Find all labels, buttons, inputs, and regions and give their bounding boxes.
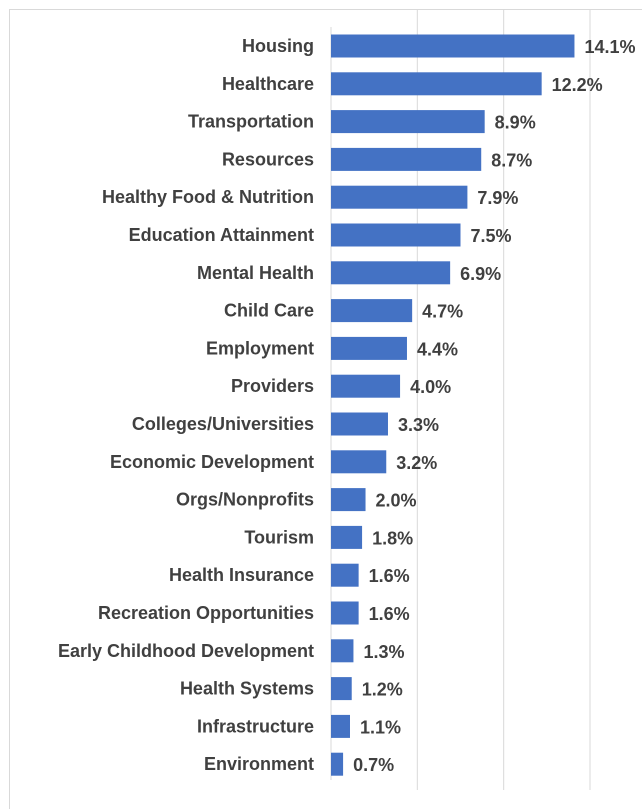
bar-transportation [331,110,485,134]
bar-mental-health [331,261,451,285]
category-label: Healthcare [222,74,314,94]
value-label: 1.2% [362,680,403,700]
value-label: 0.7% [353,755,394,775]
value-label: 8.9% [495,113,536,133]
category-label: Providers [231,376,314,396]
bar-tourism [331,525,363,549]
bar-colleges-universities [331,412,388,436]
category-label: Early Childhood Development [58,641,314,661]
bar-education-attainment [331,223,461,247]
value-label: 14.1% [584,37,635,57]
value-label: 2.0% [376,491,417,511]
chart-frame [9,9,642,809]
category-label: Mental Health [197,263,314,283]
category-label: Recreation Opportunities [98,603,314,623]
bar-child-care [331,299,413,323]
category-label: Housing [242,36,314,56]
category-label: Economic Development [110,452,314,472]
category-label: Orgs/Nonprofits [176,490,314,510]
value-label: 3.2% [396,453,437,473]
category-label: Environment [204,754,314,774]
bar-health-insurance [331,563,359,587]
value-label: 1.8% [372,528,413,548]
value-label: 12.2% [552,75,603,95]
bar-healthcare [331,72,542,96]
category-label: Health Systems [180,679,314,699]
category-label: Infrastructure [197,716,314,736]
bar-health-systems [331,677,352,701]
category-label: Education Attainment [129,225,314,245]
value-label: 4.0% [410,377,451,397]
bar-early-childhood-development [331,639,354,663]
value-label: 7.5% [471,226,512,246]
category-label: Healthy Food & Nutrition [102,187,314,207]
bar-resources [331,147,482,171]
bars [331,34,575,776]
value-label: 8.7% [491,150,532,170]
bar-economic-development [331,450,387,474]
bar-recreation-opportunities [331,601,359,625]
category-label: Employment [206,338,314,358]
category-label: Health Insurance [169,565,314,585]
category-label: Tourism [244,527,314,547]
value-label: 7.9% [477,188,518,208]
value-label: 1.3% [363,642,404,662]
bar-healthy-food-nutrition [331,185,468,209]
bar-environment [331,752,344,776]
category-labels: Housing Healthcare Transportation Resources… [58,36,314,774]
category-label: Resources [222,149,314,169]
value-label: 6.9% [460,264,501,284]
value-label: 4.7% [422,302,463,322]
bar-providers [331,374,401,398]
category-label: Colleges/Universities [132,414,314,434]
value-label: 3.3% [398,415,439,435]
bar-infrastructure [331,714,350,738]
value-labels: 14.1% 12.2% 8.9% 8.7% 7.9% 7.5% 6.9% 4.7% 4.4% 4.… [353,37,635,775]
bar-employment [331,336,407,360]
value-label: 1.6% [369,604,410,624]
bar-orgs-nonprofits [331,488,366,512]
category-label: Child Care [224,301,314,321]
value-label: 1.6% [369,566,410,586]
category-label: Transportation [188,112,314,132]
value-label: 4.4% [417,339,458,359]
bar-housing [331,34,575,58]
value-label: 1.1% [360,717,401,737]
